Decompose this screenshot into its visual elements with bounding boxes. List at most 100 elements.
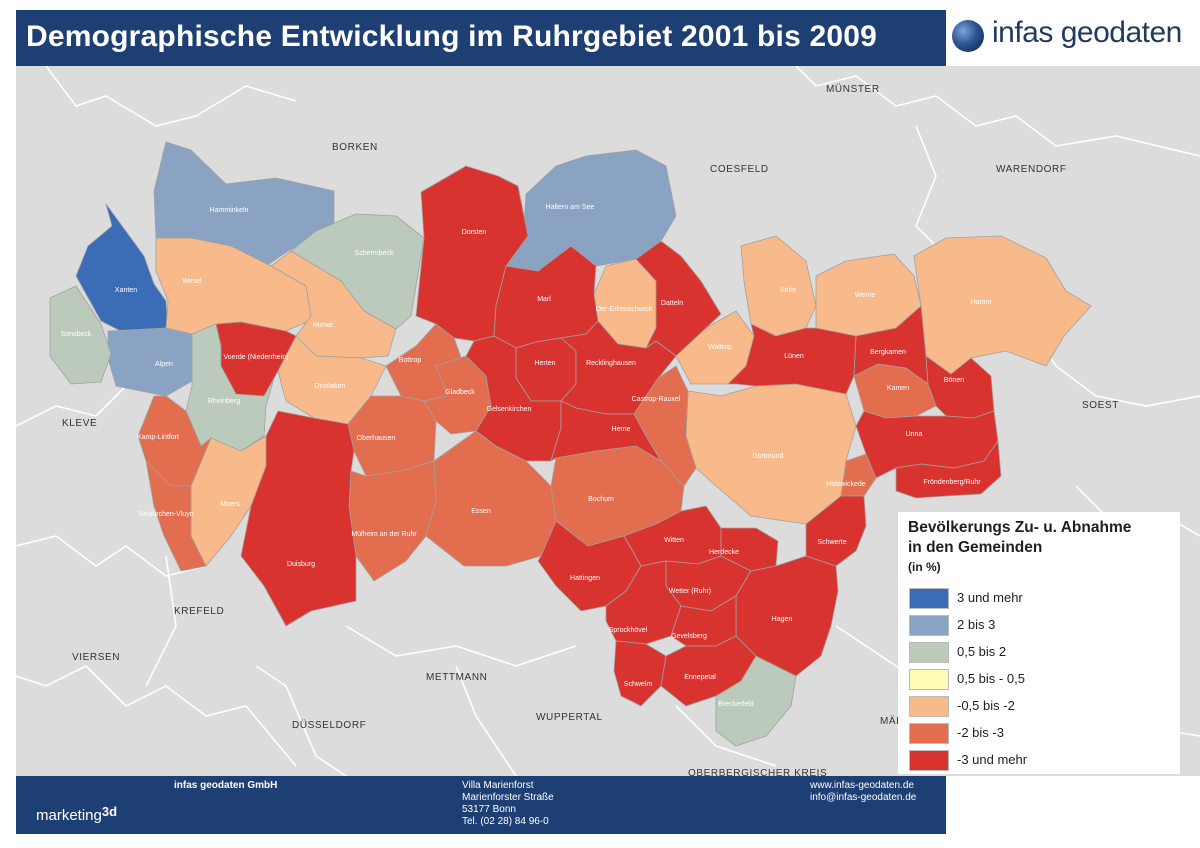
municipality-area [550,400,662,462]
municipality-area [107,327,193,397]
municipality-label: Bönen [944,377,964,384]
municipality-area [635,240,722,357]
legend-swatch [909,588,949,609]
municipality-label: Selm [780,287,796,294]
municipality-label: Rheinberg [208,398,240,405]
footer-address-line: 53177 Bonn [462,804,516,815]
municipality-label: Schermbeck [355,250,394,257]
municipality-area [660,635,757,707]
infas-logo: infas geodaten [952,16,1192,56]
municipality-label: Dortmund [753,453,784,460]
municipality-label: Kamp-Lintfort [137,434,179,441]
footer-address-line: Marienforster Straße [462,792,554,803]
municipality-label: Alpen [155,361,173,368]
municipality-label: Xanten [115,287,137,294]
district-label: KLEVE [62,418,97,429]
footer-brand: marketing3d [36,804,117,824]
municipality-labels: Hamminkeln Haltern am See Xanten Alpen Sonsb… [61,204,992,708]
municipality-area [840,453,877,497]
municipality-label: Herdecke [709,549,739,556]
municipality-label: Werne [855,292,876,299]
municipality-area [560,320,677,415]
municipality-label: Herten [534,360,555,367]
legend-title: Bevölkerungs Zu- u. Abnahme in den Gemei… [908,518,1131,558]
title-bar: Demographische Entwicklung im Ruhrgebiet… [16,10,946,66]
legend-label: 0,5 bis - 0,5 [957,671,1025,686]
district-label: COESFELD [710,164,769,175]
municipality-label: Fröndenberg/Ruhr [923,479,981,486]
map-canvas: Hamminkeln Haltern am See Xanten Alpen Sonsb… [16,66,1200,776]
municipality-area [137,395,212,487]
municipality-area [895,440,1002,499]
municipality-label: Wesel [182,278,202,285]
municipality-label: Datteln [661,300,683,307]
legend-label: -2 bis -3 [957,725,1004,740]
legend-label: 0,5 bis 2 [957,644,1007,659]
municipality-label: Oberhausen [357,435,396,442]
district-label: DÜSSELDORF [292,719,366,731]
municipality-label: Sprockhövel [609,627,648,634]
legend-swatch [909,696,949,717]
district-label: KREFELD [174,606,224,617]
municipality-area [49,285,112,385]
municipality-area [145,460,207,572]
municipality-area [805,495,867,567]
municipality-label: Duisburg [287,561,315,568]
globe-icon [952,20,984,52]
municipality-label: Schwerte [817,539,846,546]
municipality-area [347,395,437,477]
municipality-label: Neukirchen-Vluyn [138,511,193,518]
municipality-label: Witten [664,537,684,544]
footer-address-line: Tel. (02 28) 84 96-0 [462,816,549,827]
municipality-label: Kamen [887,385,909,392]
page-title: Demographische Entwicklung im Ruhrgebiet… [26,20,878,53]
municipality-area [613,640,667,707]
legend-title-line2: in den Gemeinden [908,539,1043,556]
legend-swatch [909,615,949,636]
municipality-area [270,250,397,359]
municipality-label: Oer-Erkenschwick [596,306,653,313]
logo-text: infas geodaten [992,16,1182,49]
municipality-label: Holzwickede [826,481,865,488]
municipalities [49,141,1092,747]
municipality-label: Wetter (Ruhr) [669,588,711,595]
surrounding-labels: MÜNSTER BORKEN COESFELD WARENDORF SOEST KLEVE… [62,83,1119,776]
district-label: WUPPERTAL [536,712,603,723]
footer: marketing3d infas geodaten GmbH Villa Ma… [16,776,946,834]
municipality-label: Haltern am See [546,204,595,211]
municipality-label: Moers [220,501,240,508]
legend-label: 3 und mehr [957,590,1023,605]
legend-label: -3 und mehr [957,752,1028,767]
municipality-label: Hamm [971,299,992,306]
municipality-label: Hamminkeln [210,207,249,214]
map: Hamminkeln Haltern am See Xanten Alpen Sonsb… [16,66,1200,776]
municipality-label: Sonsbeck [61,331,92,338]
municipality-label: Gelsenkirchen [487,406,532,413]
municipality-area [240,410,357,627]
district-label: SOEST [1082,400,1119,411]
legend-title-line1: Bevölkerungs Zu- u. Abnahme [908,519,1132,536]
municipality-label: Recklinghausen [586,360,636,367]
municipality-label: Breckerfeld [718,701,754,708]
legend-swatch [909,642,949,663]
municipality-label: Bergkamen [870,349,906,356]
municipality-label: Lünen [784,353,804,360]
legend-label: 2 bis 3 [957,617,996,632]
municipality-label: Waltrop [708,344,732,351]
district-label: MÄR [880,715,904,727]
municipality-label: Ennepetal [684,674,716,681]
municipality-label: Mülheim an der Ruhr [351,531,417,538]
district-label: BORKEN [332,142,378,153]
legend-label: -0,5 bis -2 [957,698,1015,713]
municipality-label: Dinslaken [315,383,346,390]
footer-contact: www.infas-geodaten.de info@infas-geodate… [810,780,916,804]
district-label: METTMANN [426,672,487,683]
legend-swatch [909,669,949,690]
district-label: VIERSEN [72,652,120,663]
municipality-label: Herne [611,426,630,433]
footer-email: info@infas-geodaten.de [810,792,917,803]
municipality-label: Gladbeck [445,389,475,396]
municipality-label: Hagen [772,616,793,623]
municipality-area [215,321,297,397]
municipality-label: Hattingen [570,575,600,582]
